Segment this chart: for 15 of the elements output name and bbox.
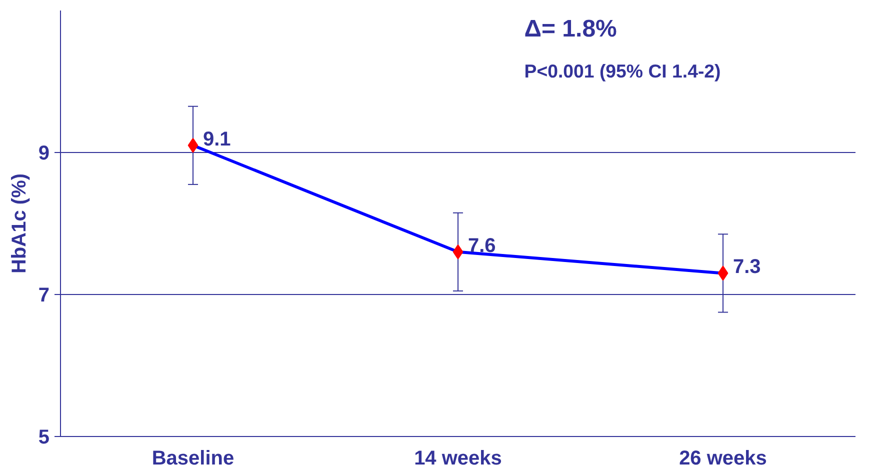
point xyxy=(718,266,728,281)
data-label: 9.1 xyxy=(203,128,231,150)
data-label: 7.3 xyxy=(733,256,761,278)
x-tick-label: 14 weeks xyxy=(414,448,502,470)
y-tick-label: 7 xyxy=(38,284,50,306)
y-axis-title: HbA1c (%) xyxy=(8,173,30,274)
annotation: P<0.001 (95% CI 1.4-2) xyxy=(524,60,721,82)
x-tick-label: Baseline xyxy=(152,448,234,470)
point xyxy=(452,244,464,260)
x-tick-label: 26 weeks xyxy=(679,448,767,470)
y-tick-label: 9 xyxy=(38,142,50,164)
data-label: 7.6 xyxy=(468,234,496,257)
point xyxy=(188,138,198,153)
y-tick-label: 5 xyxy=(38,426,50,448)
annotation: Δ= 1.8% xyxy=(524,15,617,42)
